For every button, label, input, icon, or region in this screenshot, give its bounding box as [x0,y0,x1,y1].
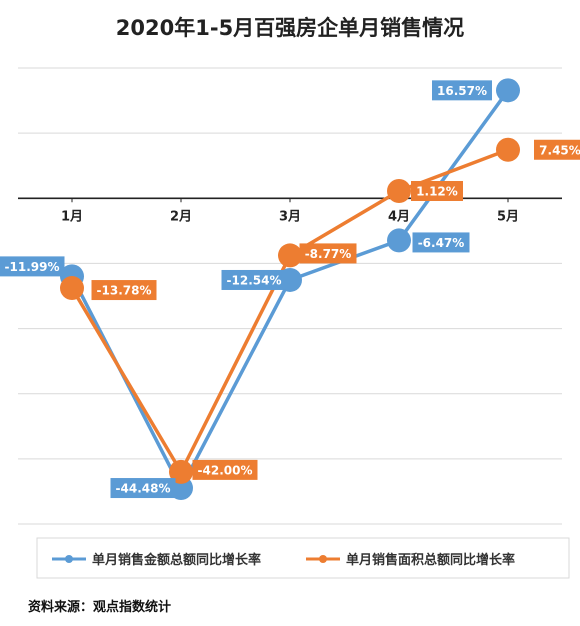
series-2-point [169,459,193,484]
legend-marker-series-1 [65,555,73,563]
series-2-data-label: -42.00% [192,459,258,480]
legend-frame [36,537,570,579]
data-label-box [91,280,157,301]
series-2-data-label: -8.77% [299,243,357,264]
series-1-data-label: -44.48% [110,478,176,499]
data-label-box [192,459,258,480]
data-label-box [221,269,287,290]
data-label-text: -6.47% [418,236,465,250]
data-label-text: -42.00% [198,463,253,477]
legend-label-series-2: 单月销售面积总额同比增长率 [346,552,515,568]
x-tick-label: 3月 [279,209,301,224]
x-tick-label: 2月 [170,209,192,224]
series-2-point [60,276,84,301]
data-label-box [299,243,357,264]
data-label-text: -13.78% [97,284,152,298]
data-label-text: -8.77% [305,247,352,261]
series-2-point [278,243,302,268]
data-label-text: -12.54% [227,273,282,287]
series-1-point [387,228,411,253]
series-1-data-label: -6.47% [412,232,470,253]
data-label-text: 16.57% [437,84,487,98]
source-note: 资料来源：观点指数统计 [28,599,171,615]
series-2-data-label: 1.12% [411,180,463,201]
data-label-box [412,232,470,253]
series-1-point [496,78,520,103]
data-label-box [534,139,580,160]
x-tick-label: 1月 [61,209,83,224]
data-label-text: -11.99% [5,260,60,274]
data-label-box [110,478,176,499]
legend: 单月销售金额总额同比增长率 单月销售面积总额同比增长率 [36,537,570,579]
data-label-text: 1.12% [416,184,458,198]
series-1-data-label: -12.54% [221,269,287,290]
data-label-box [411,180,463,201]
legend-label-series-1: 单月销售金额总额同比增长率 [92,552,261,568]
series-1-data-label: 16.57% [432,80,492,101]
legend-marker-series-2 [319,555,327,563]
x-axis: 1月 2月 3月 4月 5月 [18,197,562,224]
series-1-data-label: -11.99% [0,256,65,277]
series-2-data-label: 7.45% [534,139,580,160]
data-label-text: -44.48% [116,482,171,496]
series-2-point [496,137,520,162]
series-2-data-label: -13.78% [91,280,157,301]
data-label-box [0,256,65,277]
x-tick-label: 4月 [388,209,410,224]
series-2-point [387,178,411,203]
data-labels: -11.99% -44.48% -12.54% -6.47% 16.57% -13.78%… [0,80,580,499]
data-label-box [432,80,492,101]
chart-title: 2020年1-5月百强房企单月销售情况 [116,16,464,40]
data-label-text: 7.45% [539,143,580,157]
x-tick-label: 5月 [497,209,519,224]
